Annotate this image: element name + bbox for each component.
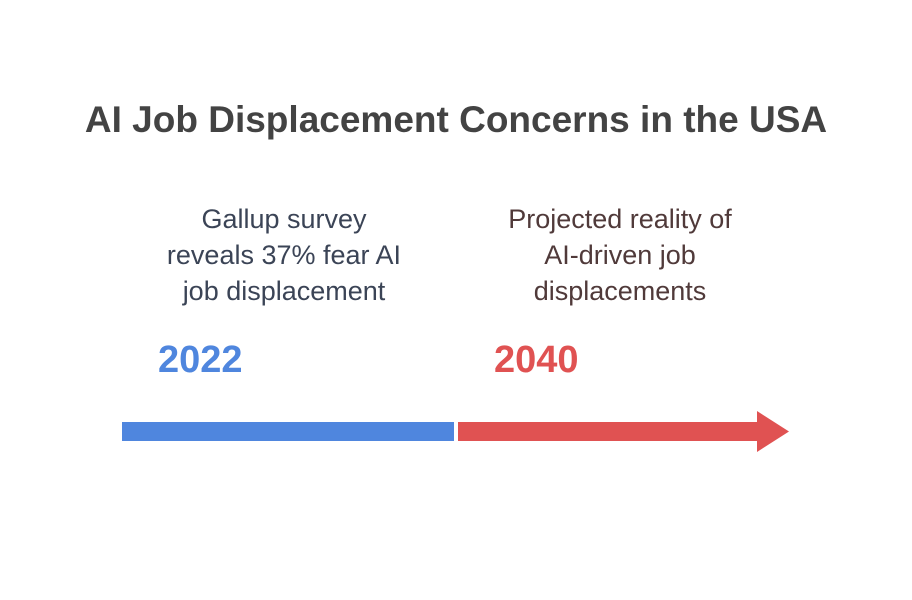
timeline-segment-2040-arrow <box>458 411 789 452</box>
event-2022-year: 2022 <box>158 339 243 381</box>
event-2040-description: Projected reality of AI-driven job displ… <box>508 204 732 306</box>
diagram-title: AI Job Displacement Concerns in the USA <box>84 99 828 140</box>
event-2022-description: Gallup survey reveals 37% fear AI job di… <box>166 204 402 306</box>
event-2040-year: 2040 <box>494 339 579 381</box>
timeline-segment-2022 <box>122 422 454 441</box>
